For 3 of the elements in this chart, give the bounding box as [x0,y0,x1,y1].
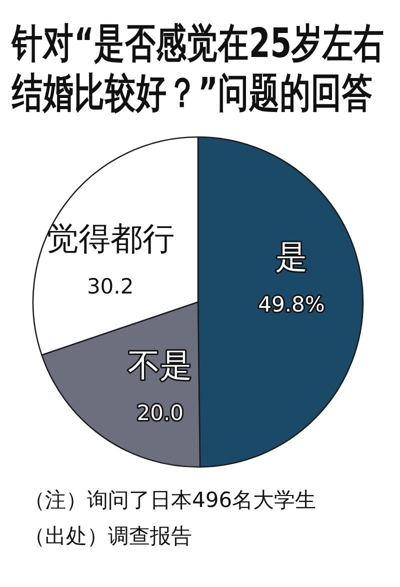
annotation: （出处）调查报告 [24,523,193,550]
annotation: （注）询问了日本496名大学生 [24,487,318,514]
title: 针对“是否感觉在25岁左右结婚比较好？”问题的回答 [12,20,386,118]
